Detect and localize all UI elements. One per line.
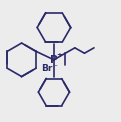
Text: P: P [50, 55, 58, 65]
Text: ⁻: ⁻ [54, 64, 58, 70]
Text: Br: Br [41, 64, 52, 73]
Text: +: + [57, 52, 63, 58]
